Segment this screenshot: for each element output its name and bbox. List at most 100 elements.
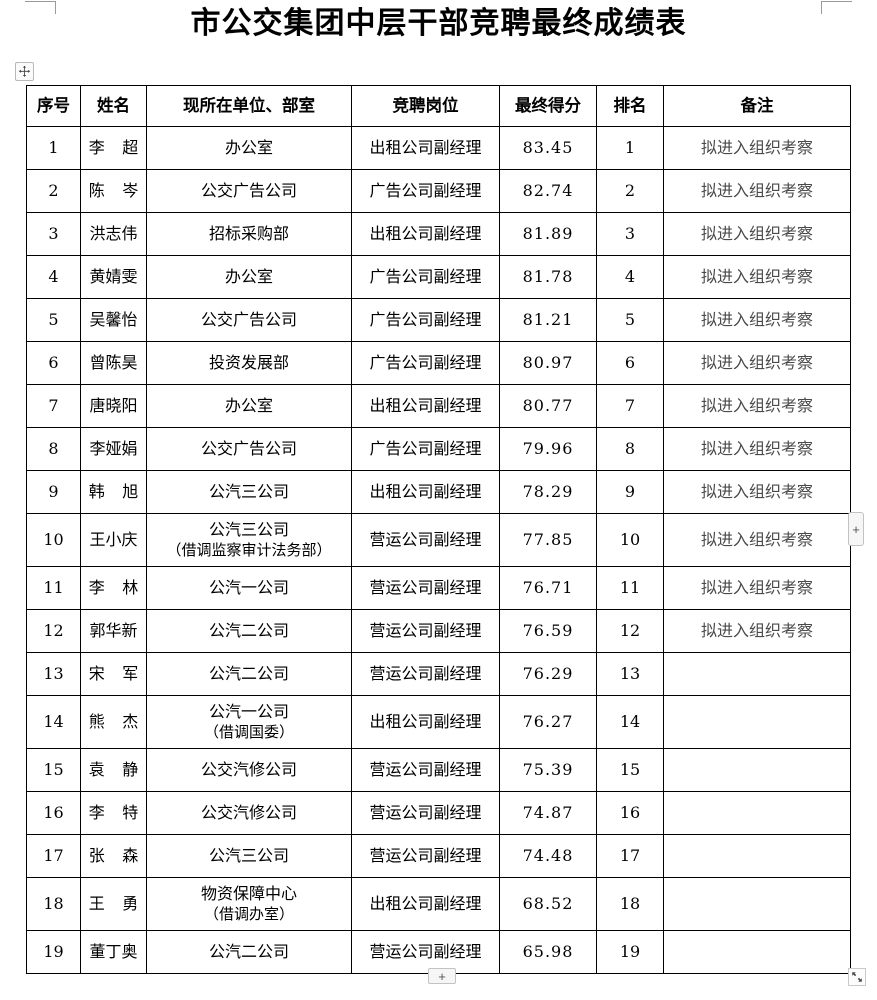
cell-name: 郭华新 <box>80 609 147 653</box>
cell-index: 6 <box>26 341 81 385</box>
cell-name: 袁静 <box>80 748 147 792</box>
cell-rank: 9 <box>596 470 664 514</box>
cell-name: 李林 <box>80 566 147 610</box>
cell-rank: 4 <box>596 255 664 299</box>
cell-rank: 12 <box>596 609 664 653</box>
cell-rank: 19 <box>596 930 664 974</box>
cell-department: 公交广告公司 <box>146 427 352 471</box>
cell-position: 广告公司副经理 <box>351 298 500 342</box>
cell-remark <box>663 695 851 749</box>
cell-position: 营运公司副经理 <box>351 930 500 974</box>
table-row: 19 董丁奥 公汽二公司 营运公司副经理 65.98 19 <box>26 930 851 974</box>
cell-department: 招标采购部 <box>146 212 352 256</box>
column-header-score: 最终得分 <box>499 85 597 127</box>
cell-remark: 拟进入组织考察 <box>663 255 851 299</box>
table-resize-handle[interactable] <box>848 968 866 986</box>
cell-position: 营运公司副经理 <box>351 609 500 653</box>
cell-name: 张森 <box>80 834 147 878</box>
table-row: 8 李娅娟 公交广告公司 广告公司副经理 79.96 8 拟进入组织考察 <box>26 427 851 471</box>
table-body: 1 李超 办公室 出租公司副经理 83.45 1 拟进入组织考察 2 陈岑 公交广告公司 广告公司副… <box>26 126 851 974</box>
cell-position: 广告公司副经理 <box>351 427 500 471</box>
cell-department: 办公室 <box>146 384 352 428</box>
cell-department: 公汽一公司 <box>146 566 352 610</box>
table-row: 12 郭华新 公汽二公司 营运公司副经理 76.59 12 拟进入组织考察 <box>26 609 851 653</box>
cell-remark: 拟进入组织考察 <box>663 513 851 567</box>
candidate-name-text: 宋军 <box>88 664 139 683</box>
cell-position: 营运公司副经理 <box>351 652 500 696</box>
cell-name: 董丁奥 <box>80 930 147 974</box>
cell-index: 17 <box>26 834 81 878</box>
cell-rank: 17 <box>596 834 664 878</box>
cell-remark: 拟进入组织考察 <box>663 298 851 342</box>
cell-index: 13 <box>26 652 81 696</box>
cell-index: 19 <box>26 930 81 974</box>
cell-final-score: 81.21 <box>499 298 597 342</box>
cell-rank: 1 <box>596 126 664 170</box>
cell-rank: 3 <box>596 212 664 256</box>
table-move-handle[interactable] <box>15 62 34 81</box>
cell-name: 曾陈昊 <box>80 341 147 385</box>
cell-name: 王小庆 <box>80 513 147 567</box>
cell-rank: 5 <box>596 298 664 342</box>
results-table: 序号 姓名 现所在单位、部室 竞聘岗位 最终得分 排名 备注 1 李超 办公室 出租公… <box>26 85 851 974</box>
table-header-row: 序号 姓名 现所在单位、部室 竞聘岗位 最终得分 排名 备注 <box>26 85 851 127</box>
insert-row-button[interactable]: + <box>428 968 456 984</box>
column-header-dept: 现所在单位、部室 <box>146 85 352 127</box>
cell-department: 公交广告公司 <box>146 169 352 213</box>
cell-index: 10 <box>26 513 81 567</box>
cell-remark <box>663 652 851 696</box>
cell-remark: 拟进入组织考察 <box>663 566 851 610</box>
table-row: 2 陈岑 公交广告公司 广告公司副经理 82.74 2 拟进入组织考察 <box>26 169 851 213</box>
cell-position: 出租公司副经理 <box>351 126 500 170</box>
cell-rank: 2 <box>596 169 664 213</box>
cell-final-score: 80.77 <box>499 384 597 428</box>
cell-final-score: 76.71 <box>499 566 597 610</box>
cell-position: 营运公司副经理 <box>351 748 500 792</box>
table-row: 11 李林 公汽一公司 营运公司副经理 76.71 11 拟进入组织考察 <box>26 566 851 610</box>
cell-position: 出租公司副经理 <box>351 695 500 749</box>
insert-column-button[interactable]: + <box>848 512 864 546</box>
cell-remark <box>663 791 851 835</box>
cell-index: 16 <box>26 791 81 835</box>
cell-remark <box>663 877 851 931</box>
cell-final-score: 74.87 <box>499 791 597 835</box>
cell-name: 唐晓阳 <box>80 384 147 428</box>
cell-rank: 10 <box>596 513 664 567</box>
cell-position: 广告公司副经理 <box>351 341 500 385</box>
table-row: 14 熊杰 公汽一公司 （借调国委） 出租公司副经理 76.27 14 <box>26 695 851 749</box>
column-header-note: 备注 <box>663 85 851 127</box>
cell-remark: 拟进入组织考察 <box>663 470 851 514</box>
cell-department: 公汽三公司 （借调监察审计法务部） <box>146 513 352 567</box>
cell-position: 广告公司副经理 <box>351 255 500 299</box>
cell-name: 王勇 <box>80 877 147 931</box>
cell-position: 营运公司副经理 <box>351 834 500 878</box>
department-secondment-text: （借调国委） <box>203 723 294 741</box>
column-header-rank: 排名 <box>596 85 664 127</box>
cell-department: 办公室 <box>146 255 352 299</box>
table-row: 7 唐晓阳 办公室 出租公司副经理 80.77 7 拟进入组织考察 <box>26 384 851 428</box>
cell-final-score: 76.27 <box>499 695 597 749</box>
results-table-wrapper: 序号 姓名 现所在单位、部室 竞聘岗位 最终得分 排名 备注 1 李超 办公室 出租公… <box>26 85 851 974</box>
cell-department: 公交广告公司 <box>146 298 352 342</box>
cell-rank: 8 <box>596 427 664 471</box>
cell-index: 7 <box>26 384 81 428</box>
cell-final-score: 79.96 <box>499 427 597 471</box>
cell-position: 营运公司副经理 <box>351 566 500 610</box>
table-row: 15 袁静 公交汽修公司 营运公司副经理 75.39 15 <box>26 748 851 792</box>
cell-final-score: 74.48 <box>499 834 597 878</box>
cell-index: 18 <box>26 877 81 931</box>
cell-position: 营运公司副经理 <box>351 791 500 835</box>
cell-department: 办公室 <box>146 126 352 170</box>
resize-diagonal-icon <box>851 971 863 983</box>
cell-department: 公汽二公司 <box>146 652 352 696</box>
cell-index: 8 <box>26 427 81 471</box>
move-cross-icon <box>18 65 31 78</box>
department-secondment-text: （借调监察审计法务部） <box>166 541 332 559</box>
cell-rank: 16 <box>596 791 664 835</box>
cell-rank: 6 <box>596 341 664 385</box>
cell-name: 黄婧雯 <box>80 255 147 299</box>
cell-index: 15 <box>26 748 81 792</box>
table-row: 6 曾陈昊 投资发展部 广告公司副经理 80.97 6 拟进入组织考察 <box>26 341 851 385</box>
candidate-name-text: 熊杰 <box>88 712 139 731</box>
cell-final-score: 68.52 <box>499 877 597 931</box>
